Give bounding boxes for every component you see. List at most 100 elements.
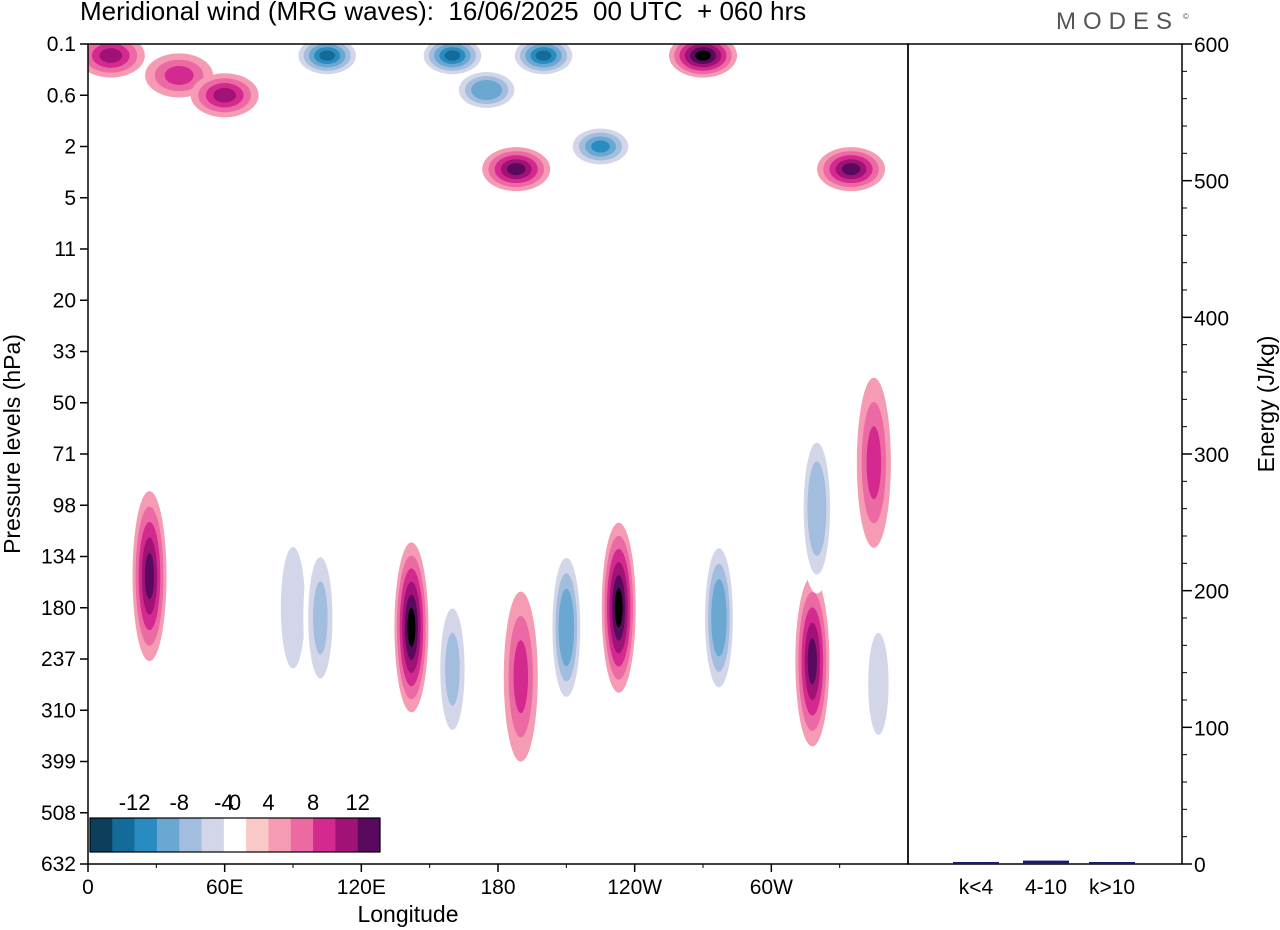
contour-level: [866, 426, 882, 500]
energy-bar: [1089, 862, 1135, 864]
energy-tick-label: 400: [1194, 307, 1229, 330]
y-tick-label: 134: [41, 546, 76, 569]
y-tick-label: 20: [53, 289, 76, 312]
wind-cell-21: [795, 576, 830, 747]
colorbar-frame: [89, 817, 381, 853]
y-tick-label: 2: [64, 136, 76, 159]
contour-level: [591, 140, 610, 153]
wind-cell-6: [452, 68, 521, 113]
wind-cell-4: [418, 44, 487, 78]
colorbar-swatch: [179, 818, 202, 852]
modes-logo: MODES: [1056, 8, 1180, 35]
contour-level: [144, 552, 155, 600]
colorbar-swatch: [201, 818, 225, 852]
energy-bar: [1023, 860, 1069, 864]
x-tick-label: 0: [82, 876, 94, 899]
colorbar-label: -8: [169, 790, 189, 815]
x-tick-label: 120W: [607, 876, 662, 899]
contour-level: [319, 50, 336, 61]
wind-cell-0: [88, 44, 145, 78]
y-tick-label: 0.1: [47, 33, 76, 56]
contour-level: [313, 581, 328, 655]
colorbar-swatch: [156, 818, 180, 852]
wind-cell-2: [190, 73, 259, 118]
contour-level: [506, 163, 526, 176]
contour-level: [285, 571, 301, 645]
contour-level: [99, 48, 123, 63]
x-tick-label: 180: [480, 876, 515, 899]
colorbar-label: 8: [307, 790, 319, 815]
contour-level: [807, 638, 817, 685]
wind-cell-3: [293, 44, 362, 78]
contour-level: [213, 87, 237, 103]
heatmap-contours: [88, 44, 896, 769]
energy-panel-frame: [907, 43, 1183, 865]
energy-category-label: k>10: [1089, 876, 1135, 899]
contour-level: [407, 607, 416, 647]
colorbar-swatch: [112, 818, 135, 852]
contour-level: [811, 480, 823, 537]
wind-cell-14: [303, 532, 338, 703]
colorbar-swatch: [246, 818, 269, 852]
wind-cell-15: [394, 542, 429, 713]
colorbar-label: -12: [119, 790, 151, 815]
colorbar-swatch: [313, 818, 336, 852]
colorbar-swatch: [134, 818, 158, 852]
colorbar-swatch: [290, 818, 314, 852]
y-tick-label: 180: [41, 597, 76, 620]
colorbar-swatch: [335, 818, 358, 852]
wind-cell-20: [701, 532, 736, 703]
energy-tick-label: 500: [1194, 171, 1229, 194]
contour-level: [561, 604, 571, 651]
chart-title: Meridional wind (MRG waves): 16/06/2025 …: [80, 0, 807, 26]
contour-level: [164, 65, 194, 85]
colorbar-label: 0: [229, 790, 241, 815]
x-tick-label: 60W: [750, 876, 793, 899]
wind-cell-13: [276, 522, 310, 693]
colorbar-label: -4: [214, 790, 234, 815]
y-tick-label: 5: [64, 187, 76, 210]
energy-bar: [953, 862, 999, 864]
contour-level: [695, 50, 711, 61]
contour-level: [477, 84, 496, 97]
y-tick-label: 0.6: [47, 84, 76, 107]
colorbar-label: 12: [345, 790, 369, 815]
wind-cell-8: [566, 124, 635, 169]
contour-level: [513, 640, 529, 714]
x-tick-label: 120E: [337, 876, 386, 899]
energy-tick-label: 0: [1194, 854, 1206, 877]
colorbar-swatch: [223, 818, 247, 852]
wind-cell-17: [503, 591, 538, 762]
y-tick-label: 33: [53, 341, 76, 364]
wind-cell-18: [549, 542, 584, 713]
y-tick-label: 71: [53, 443, 76, 466]
y-tick-label: 399: [41, 751, 76, 774]
wind-cell-12: [207, 542, 242, 713]
contour-level: [445, 632, 460, 706]
wind-cell-23: [799, 423, 834, 594]
y-tick-label: 310: [41, 699, 76, 722]
y-tick-label: 11: [54, 238, 76, 261]
y-tick-label: 508: [41, 802, 76, 825]
logo-copyright-mark: ©: [1183, 12, 1189, 21]
wind-cell-11: [132, 491, 167, 662]
colorbar-label: 4: [262, 790, 274, 815]
colorbar-swatch: [357, 818, 381, 852]
energy-tick-label: 600: [1194, 34, 1229, 57]
contour-level: [714, 594, 724, 642]
colorbar-swatch: [268, 818, 292, 852]
contour-level: [214, 576, 235, 679]
energy-tick-label: 300: [1194, 444, 1229, 467]
y-tick-label: 50: [53, 392, 76, 415]
wind-cell-5: [509, 44, 578, 78]
y-tick-label: 237: [41, 648, 76, 671]
energy-tick-label: 100: [1194, 717, 1229, 740]
contour-level: [614, 588, 623, 628]
wind-cell-7: [482, 147, 551, 192]
colorbar-swatch: [90, 818, 113, 852]
energy-tick-label: 200: [1194, 581, 1229, 604]
energy-axis-label: Energy (J/kg): [1253, 336, 1279, 473]
wind-cell-24: [856, 377, 891, 548]
